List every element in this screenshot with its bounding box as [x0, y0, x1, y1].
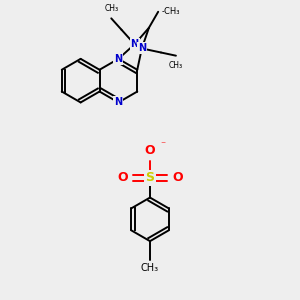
Text: ⁻: ⁻: [160, 141, 165, 151]
Text: CH₃: CH₃: [141, 262, 159, 273]
Text: O: O: [172, 171, 183, 184]
Text: N: N: [114, 98, 122, 107]
Text: O: O: [145, 143, 155, 157]
Text: S: S: [146, 171, 154, 184]
Text: -CH₃: -CH₃: [161, 7, 180, 16]
Text: CH₃: CH₃: [104, 4, 118, 14]
Text: CH₃: CH₃: [169, 61, 183, 70]
Text: N: N: [130, 39, 139, 49]
Text: N: N: [114, 54, 122, 64]
Text: N: N: [138, 44, 146, 53]
Text: O: O: [117, 171, 128, 184]
